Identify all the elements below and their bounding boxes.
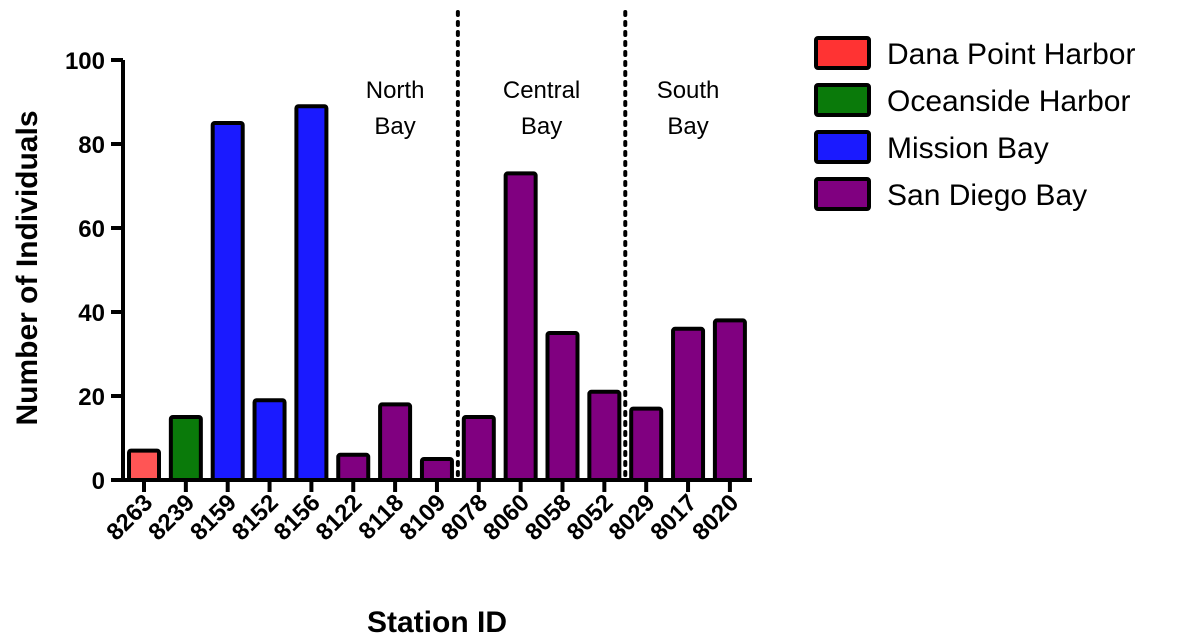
bar-8156 [294,104,329,482]
y-tick-label: 80 [78,132,105,159]
bars [127,104,747,483]
bar-8122 [336,452,371,482]
y-axis-title: Number of Individuals [11,110,44,425]
region-dividers [455,10,628,482]
region-label-line2: Bay [374,113,415,140]
x-ticks: 8263823981598152815681228118810980788060… [101,480,744,546]
bar-8239 [168,415,203,482]
legend-swatch [814,83,871,117]
x-tick-label: 8239 [143,489,200,546]
bar-8020 [712,318,747,482]
legend-label: Oceanside Harbor [887,85,1130,118]
legend-label: Dana Point Harbor [887,38,1135,71]
region-label-line2: Bay [521,113,562,140]
legend: Dana Point Harbor Oceanside Harbor Mission… [814,36,1135,212]
bar-8159 [210,121,245,482]
region-label-line2: Bay [667,113,708,140]
bar-8017 [671,326,706,482]
x-tick-label: 8020 [687,489,744,546]
legend-swatch [814,130,871,164]
bar-8118 [378,402,413,482]
x-tick-label: 8152 [227,489,284,546]
bar-8078 [461,415,496,482]
region-labels: North Bay Central Bay South Bay [366,77,720,140]
legend-swatch [814,36,871,70]
region-label-line1: North [366,77,425,104]
x-tick-label: 8109 [394,489,451,546]
x-tick-label: 8029 [604,489,661,546]
region-label-line1: South [657,77,720,104]
y-tick-label: 60 [78,216,105,243]
x-tick-label: 8156 [269,489,326,546]
x-tick-label: 8052 [562,489,619,546]
legend-label: San Diego Bay [887,179,1087,212]
bar-8060 [503,171,538,482]
x-tick-label: 8078 [436,489,493,546]
x-tick-label: 8159 [185,489,242,546]
bar-8152 [252,398,287,483]
bar-8029 [629,406,664,483]
bar-8058 [545,331,580,482]
y-ticks: 0 20 40 60 80 100 [65,48,123,495]
legend-swatch [814,177,871,211]
x-tick-label: 8263 [101,489,158,546]
y-tick-label: 100 [65,48,105,75]
x-tick-label: 8122 [311,489,368,546]
x-axis-title: Station ID [367,606,507,633]
y-tick-label: 20 [78,384,105,411]
x-tick-label: 8060 [478,489,535,546]
bar-8263 [127,448,161,483]
y-tick-label: 40 [78,300,105,327]
y-tick-label: 0 [92,468,105,495]
bar-8052 [587,389,622,482]
x-tick-label: 8118 [353,489,409,545]
region-label-line1: Central [503,77,580,104]
legend-label: Mission Bay [887,132,1049,165]
bar-8109 [419,457,454,482]
x-tick-label: 8017 [645,489,702,546]
x-tick-label: 8058 [520,489,577,546]
